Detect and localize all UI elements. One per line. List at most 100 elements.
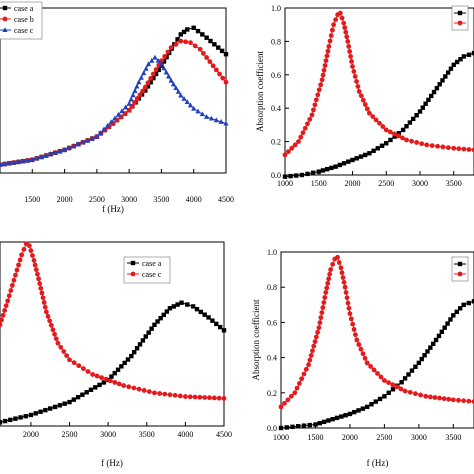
data-point <box>387 129 393 135</box>
data-point <box>140 88 145 94</box>
data-point <box>362 355 368 361</box>
legend-marker <box>2 5 8 11</box>
data-point <box>423 101 428 106</box>
data-point <box>43 407 48 413</box>
data-point <box>197 46 203 52</box>
data-point <box>26 243 32 249</box>
data-point <box>211 395 217 401</box>
data-point <box>206 315 211 320</box>
data-point <box>71 397 77 402</box>
data-point <box>125 357 131 362</box>
data-point <box>360 97 366 103</box>
data-point <box>75 394 81 400</box>
data-point <box>19 252 25 258</box>
data-point <box>342 25 348 31</box>
data-point <box>43 152 49 158</box>
data-point <box>207 395 212 401</box>
data-point <box>364 106 370 112</box>
data-point <box>431 341 436 347</box>
data-point <box>433 337 439 343</box>
data-point <box>325 48 331 54</box>
y-tick-label: 0.4 <box>271 104 281 113</box>
x-tick-label: 4000 <box>177 430 193 439</box>
data-point <box>343 290 349 295</box>
data-point <box>344 34 350 40</box>
data-point <box>177 393 183 399</box>
data-point <box>5 298 11 304</box>
data-point <box>18 415 23 420</box>
data-point <box>173 41 179 47</box>
data-point <box>318 82 324 88</box>
data-point <box>105 122 111 128</box>
data-point <box>436 333 442 339</box>
data-point <box>312 102 318 108</box>
data-point <box>137 342 143 347</box>
data-point <box>451 145 457 151</box>
data-point <box>208 38 213 44</box>
y-tick-label: 0.0 <box>267 424 277 433</box>
data-point <box>0 317 4 323</box>
data-point <box>428 345 433 350</box>
data-point <box>388 137 393 143</box>
data-point <box>300 130 306 136</box>
data-point <box>171 304 176 309</box>
series-case-a <box>0 300 227 425</box>
data-point <box>34 155 40 161</box>
data-point <box>161 65 167 71</box>
data-point <box>422 353 427 358</box>
y-tick-label: 0.8 <box>271 37 281 46</box>
data-point <box>164 309 170 314</box>
data-point <box>132 88 138 93</box>
data-point <box>321 67 327 73</box>
data-point <box>339 270 345 276</box>
data-point <box>219 48 225 54</box>
data-point <box>146 389 152 395</box>
data-point <box>414 140 420 145</box>
data-point <box>380 124 386 129</box>
data-point <box>143 334 148 339</box>
data-point <box>354 337 360 343</box>
data-point <box>213 117 219 123</box>
x-tick-label: 4500 <box>216 430 232 439</box>
data-point <box>296 381 302 386</box>
data-point <box>441 396 447 402</box>
data-point <box>466 52 472 57</box>
data-point <box>187 102 194 108</box>
data-point <box>11 159 17 165</box>
x-tick-label: 2500 <box>89 195 105 204</box>
data-point <box>414 113 419 118</box>
data-point <box>437 395 442 401</box>
data-point <box>458 57 463 62</box>
data-point <box>311 107 316 113</box>
data-point <box>152 54 158 60</box>
data-point <box>138 74 144 80</box>
data-point <box>362 102 368 107</box>
data-point <box>346 305 352 311</box>
data-point <box>289 145 295 151</box>
x-axis-label: f (Hz) <box>101 458 123 468</box>
data-point <box>358 154 364 159</box>
legend: case a case c <box>123 256 171 284</box>
data-point <box>163 69 169 75</box>
legend-marker <box>2 27 8 32</box>
data-point <box>13 272 18 278</box>
data-point <box>384 141 389 146</box>
data-point <box>445 145 451 151</box>
series-1 <box>278 254 474 410</box>
data-point <box>381 378 387 383</box>
data-point <box>48 322 54 328</box>
data-point <box>349 59 354 64</box>
data-point <box>288 393 294 399</box>
data-point <box>378 374 384 380</box>
data-point <box>141 70 147 76</box>
data-point <box>37 281 43 286</box>
data-point <box>298 134 304 140</box>
data-point <box>157 391 163 396</box>
data-point <box>343 29 349 35</box>
data-point <box>323 290 329 295</box>
data-point <box>210 318 215 323</box>
data-point <box>398 386 404 392</box>
data-point <box>461 146 467 152</box>
data-point <box>38 154 45 159</box>
data-point <box>348 316 354 322</box>
